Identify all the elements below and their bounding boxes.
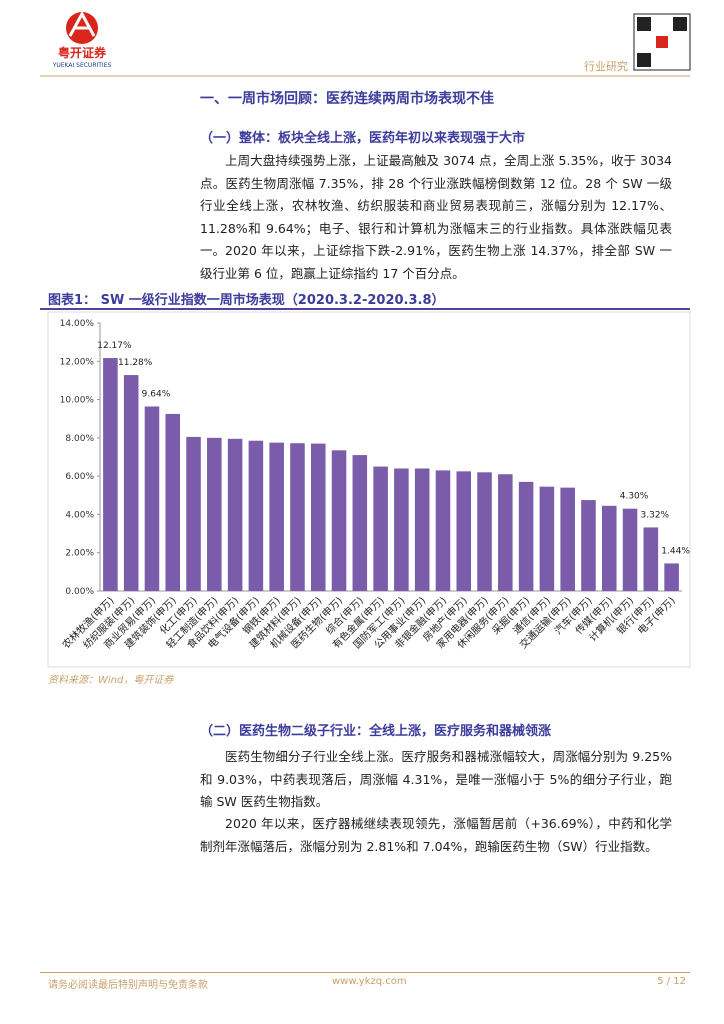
bar bbox=[186, 436, 201, 591]
category: 行业研究 bbox=[584, 59, 628, 73]
chart-frame bbox=[47, 311, 691, 668]
qr-code bbox=[637, 17, 651, 31]
figure-source: 资料来源：Wind，粤开证券 bbox=[48, 675, 174, 686]
bar bbox=[165, 413, 181, 591]
y-tick-label: 12.00% bbox=[60, 357, 95, 367]
y-tick-label: 4.00% bbox=[65, 510, 94, 520]
bar bbox=[518, 481, 534, 591]
value-label: 3.32% bbox=[641, 510, 670, 520]
qr-code bbox=[637, 53, 651, 67]
disclaimer: 请务必阅读最后特别声明与免责条款 bbox=[48, 980, 208, 991]
paragraph: 上周大盘持续强势上涨，上证最高触及 3074 点，全周上涨 5.35%，收于 3… bbox=[200, 153, 672, 258]
footer-rule bbox=[40, 972, 690, 973]
bar bbox=[352, 455, 368, 591]
bar bbox=[581, 500, 596, 591]
y-tick-label: 6.00% bbox=[65, 472, 94, 482]
bar bbox=[643, 527, 659, 591]
bar bbox=[498, 474, 513, 591]
bar bbox=[248, 440, 264, 591]
logo-mark bbox=[68, 10, 96, 37]
paragraph: 医药生物细分子行业全线上涨。医疗服务和器械涨幅较大，周涨幅分别为 9.25%和 … bbox=[200, 749, 672, 809]
paragraph: 2020 年以来，上证综指下跌-2.91%，医药生物上涨 14.37%，排全部 … bbox=[200, 243, 672, 281]
subsection-title: （二）医药生物二级子行业：全线上涨，医疗服务和器械领涨 bbox=[200, 724, 552, 739]
value-label: 11.28% bbox=[118, 358, 153, 368]
bar bbox=[601, 505, 617, 591]
bar bbox=[394, 468, 409, 591]
y-tick-label: 0.00% bbox=[65, 587, 94, 597]
bar bbox=[664, 563, 679, 591]
logo-text: 粤开证券 bbox=[58, 45, 107, 60]
y-tick-label: 14.00% bbox=[60, 319, 95, 329]
bar bbox=[290, 443, 305, 591]
bar bbox=[622, 508, 638, 591]
page-number: 5 / 12 bbox=[657, 976, 686, 987]
y-tick-label: 8.00% bbox=[65, 434, 94, 444]
bar bbox=[414, 468, 430, 591]
chart: 0.00% 2.00% 4.00% 6.00% 8.00% 10.00% 12.00% 14.… bbox=[47, 311, 691, 668]
figure-number: 图表1： bbox=[48, 293, 97, 308]
bar bbox=[331, 450, 347, 591]
header: 粤开证券 YUEKAI SECURITIES 行业研究 bbox=[40, 10, 691, 77]
qr-code bbox=[673, 17, 687, 31]
bar bbox=[373, 466, 388, 591]
bar bbox=[477, 472, 492, 591]
bar bbox=[456, 471, 472, 591]
value-label: 12.17% bbox=[97, 341, 132, 351]
bar bbox=[103, 358, 118, 591]
value-label: 9.64% bbox=[142, 389, 171, 399]
figure-title: SW 一级行业指数一周市场表现（2020.3.2-2020.3.8） bbox=[100, 293, 445, 308]
bar bbox=[207, 437, 222, 591]
value-label: 1.44% bbox=[661, 546, 690, 556]
bar bbox=[310, 443, 326, 591]
caption-rule bbox=[40, 308, 690, 310]
figure-caption: 图表1： SW 一级行业指数一周市场表现（2020.3.2-2020.3.8） bbox=[48, 289, 445, 308]
subsection-title: （一）整体：板块全线上涨，医药年初以来表现强于大市 bbox=[200, 131, 526, 146]
value-label: 4.30% bbox=[620, 492, 649, 502]
bar bbox=[269, 442, 284, 591]
bar bbox=[560, 487, 575, 591]
bar bbox=[144, 406, 160, 591]
y-tick-label: 2.00% bbox=[65, 549, 94, 559]
bar bbox=[539, 486, 555, 591]
bar bbox=[123, 375, 139, 591]
bar bbox=[435, 470, 451, 591]
section-title: 一、一周市场回顾：医药连续两周市场表现不佳 bbox=[200, 91, 494, 107]
paragraph: 2020 年以来，医疗器械继续表现领先，涨幅暂居前（+36.69%），中药和化学… bbox=[200, 816, 672, 854]
bar bbox=[227, 438, 243, 591]
y-tick-label: 10.00% bbox=[60, 396, 95, 406]
qr-code bbox=[656, 36, 668, 48]
website: www.ykzq.com bbox=[332, 976, 407, 987]
logo-sub: YUEKAI SECURITIES bbox=[52, 62, 112, 69]
